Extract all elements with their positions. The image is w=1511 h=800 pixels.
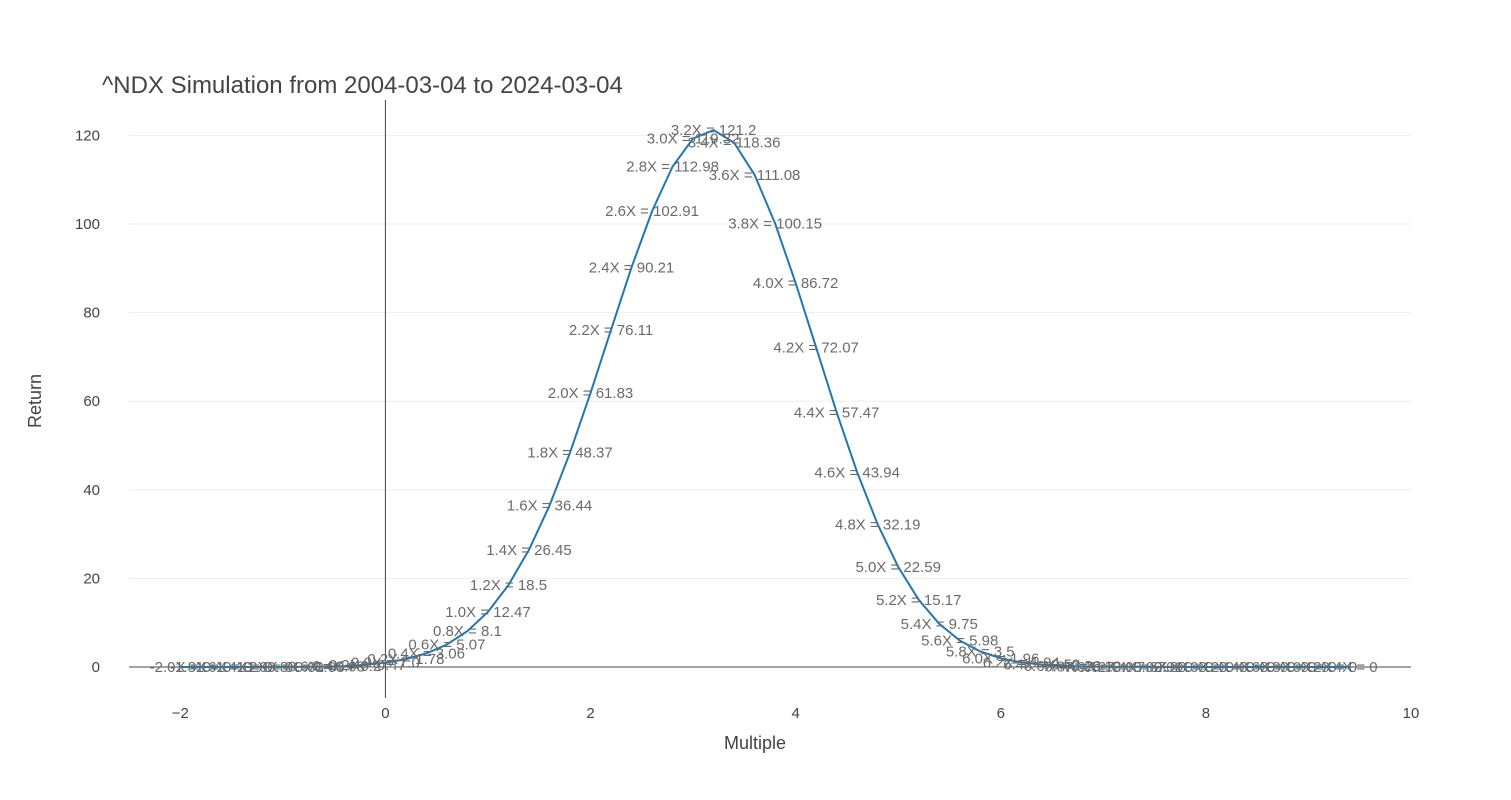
data-label: 8.0X = 0	[1178, 659, 1234, 676]
data-label: 2.2X = 76.11	[569, 322, 653, 339]
data-label: 6.0X = 1.96	[962, 650, 1039, 667]
data-label: -0.6X = 0.08	[283, 659, 365, 676]
data-label: 8.6X = 0	[1239, 659, 1295, 676]
data-label: 9.2X = 0	[1301, 659, 1357, 676]
y-axis-title: Return	[25, 374, 45, 428]
data-label: 6.8X = 0.12	[1044, 658, 1121, 675]
data-label: 2.4X = 90.21	[589, 259, 675, 276]
grid-lines	[129, 134, 1411, 579]
data-label: 4.2X = 72.07	[773, 340, 859, 357]
x-axis-title: Multiple	[724, 733, 786, 753]
data-label: 3.0X = 119.32	[647, 130, 740, 147]
x-tick-label: 6	[997, 705, 1005, 722]
data-label: 6.2X = 1.04	[983, 654, 1060, 671]
data-label: 5.4X = 9.75	[901, 616, 978, 633]
data-label: 4.4X = 57.47	[794, 404, 880, 421]
tick-labels: 0 20 40 60 80 100 120 −2 0 2 4 6 8 10	[75, 127, 1419, 722]
data-label: 5.0X = 22.59	[855, 559, 941, 576]
data-label: 4.8X = 32.19	[835, 516, 921, 533]
data-label: 4.6X = 43.94	[814, 464, 900, 481]
data-label: 4.0X = 86.72	[753, 275, 839, 292]
data-label: 7.0X = 0.05	[1065, 659, 1142, 676]
y-tick-label: 100	[75, 216, 100, 233]
data-label: 1.6X = 36.44	[507, 498, 593, 515]
data-label: -0.4X = 0.2	[307, 658, 381, 675]
data-label: 9.4X = 0	[1321, 659, 1377, 676]
data-label: 0.0X = 1.0	[351, 655, 420, 672]
data-label: 5.8X = 3.5	[946, 643, 1015, 660]
chart-title: ^NDX Simulation from 2004-03-04 to 2024-…	[102, 72, 623, 99]
series-line-layer	[180, 128, 1350, 668]
y-tick-label: 60	[83, 393, 100, 410]
data-label: 5.6X = 5.98	[921, 633, 998, 650]
data-label: 0.6X = 5.07	[408, 637, 485, 654]
data-label: 3.2X = 121.2	[671, 122, 757, 139]
x-tick-label: 2	[586, 705, 594, 722]
data-label: 5.2X = 15.17	[876, 592, 962, 609]
data-label: -2.0X = 0	[150, 659, 211, 676]
data-label: 0.2X = 1.78	[367, 651, 444, 668]
data-label: -1.6X = 0	[191, 659, 252, 676]
data-label: 0.8X = 8.1	[433, 623, 502, 640]
data-label: 0.4X = 3.06	[388, 645, 465, 662]
axes	[129, 100, 1411, 698]
data-label: 1.8X = 48.37	[527, 445, 613, 462]
data-label: 1.0X = 12.47	[445, 604, 531, 621]
data-label: -1.8X = 0	[170, 659, 231, 676]
x-tick-label: 0	[381, 705, 389, 722]
y-tick-label: 20	[83, 570, 100, 587]
y-tick-label: 0	[92, 659, 100, 676]
data-label: -1.0X = 0.01	[242, 659, 324, 676]
x-tick-label: 4	[791, 705, 799, 722]
data-label: -1.4X = 0	[211, 659, 272, 676]
data-label: 9.0X = 0	[1280, 659, 1336, 676]
data-label: -1.2X = 0	[232, 659, 293, 676]
data-label: 7.8X = 0	[1157, 659, 1213, 676]
data-label: 8.4X = 0	[1219, 659, 1275, 676]
data-label: 2.0X = 61.83	[548, 385, 634, 402]
y-tick-label: 80	[83, 305, 100, 322]
data-label: 1.4X = 26.45	[486, 542, 572, 559]
data-label: 3.8X = 100.15	[728, 215, 822, 232]
x-tick-label: −2	[172, 705, 189, 722]
data-label: 7.6X = 0	[1137, 659, 1193, 676]
data-label: 2.6X = 102.91	[605, 203, 699, 220]
data-label: 1.2X = 18.5	[470, 577, 547, 594]
point-labels: -2.0X = 0-1.8X = 0-1.6X = 0-1.4X = 0-1.2…	[150, 122, 1378, 676]
data-label: 6.6X = 0.26	[1024, 658, 1101, 675]
data-label: 3.4X = 118.36	[688, 135, 781, 152]
data-label: 6.4X = 0.53	[1003, 657, 1080, 674]
data-label: 7.2X = 0.02	[1085, 659, 1162, 676]
data-label: 8.8X = 0	[1260, 659, 1316, 676]
series-line	[180, 128, 1350, 668]
data-label: 2.8X = 112.98	[626, 159, 719, 176]
data-label: 3.6X = 111.08	[709, 167, 801, 184]
data-label: 7.4X = 0.01	[1106, 659, 1183, 676]
data-label: -0.8X = 0.03	[262, 659, 344, 676]
y-tick-label: 120	[75, 127, 100, 144]
x-tick-label: 10	[1403, 705, 1420, 722]
data-label: 8.2X = 0	[1198, 659, 1254, 676]
y-tick-label: 40	[83, 482, 100, 499]
x-tick-label: 8	[1202, 705, 1210, 722]
data-label: -0.2X = 0.47	[324, 657, 406, 674]
